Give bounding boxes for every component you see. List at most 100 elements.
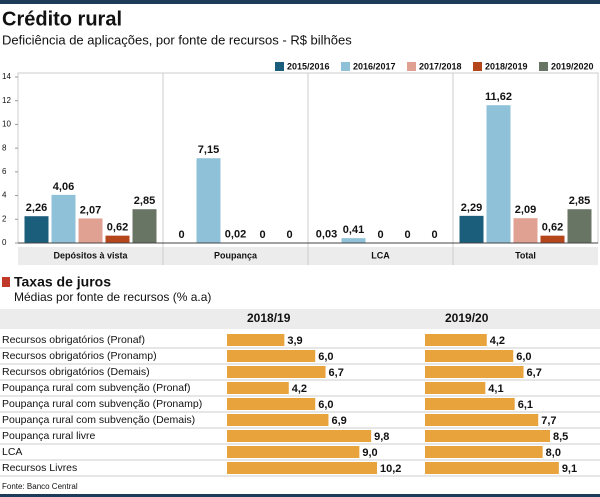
panel-header: 2019/20 [445,311,489,325]
value-label: 11,62 [485,91,512,103]
value-label: 0,41 [343,224,364,236]
value-label: 6,9 [331,415,346,427]
category-label: Recursos obrigatórios (Demais) [2,366,150,378]
y-tick-label: 0 [2,238,7,247]
panel-header: 2018/19 [247,311,291,325]
value-label: 0 [431,229,437,241]
bar [425,414,539,426]
bar [227,366,326,378]
bar [105,235,130,243]
category-label: Recursos obrigatórios (Pronaf) [2,334,145,346]
value-label: 0,62 [542,222,563,234]
value-label: 2,07 [80,204,101,216]
chart-title: Crédito rural [2,8,122,30]
value-label: 0 [404,229,410,241]
value-label: 0,03 [316,229,337,241]
value-label: 9,1 [562,463,577,475]
value-label: 10,2 [380,463,401,475]
value-label: 0 [286,229,292,241]
value-label: 2,09 [515,204,536,216]
y-tick-label: 8 [2,143,7,152]
value-label: 4,2 [292,383,307,395]
bar [196,158,221,243]
x-tick-label: Depósitos à vista [53,250,128,260]
x-tick-label: LCA [371,250,390,260]
value-label: 3,9 [287,335,302,347]
value-label: 6,0 [318,351,333,363]
legend-label: 2017/2018 [419,61,462,71]
value-label: 0 [178,229,184,241]
bar [24,216,49,243]
section-title: Taxas de juros [14,274,111,290]
value-label: 2,29 [461,202,482,214]
header-band [0,309,600,329]
bar [425,334,487,346]
bar [227,430,372,442]
legend-swatch [341,62,350,71]
bar [227,462,377,474]
category-label: Poupança rural com subvenção (Demais) [2,414,195,426]
bar [486,105,511,243]
x-tick-label: Total [515,250,536,260]
bar [78,218,103,243]
y-tick-label: 6 [2,167,7,176]
value-label: 4,06 [53,181,74,193]
section-marker [2,277,10,287]
value-label: 2,85 [134,195,155,207]
bar [425,446,543,458]
bar [459,215,484,243]
legend-label: 2015/2016 [287,61,330,71]
x-tick-label: Poupança [214,250,258,260]
value-label: 6,1 [518,399,533,411]
bar [425,350,514,362]
value-label: 6,0 [516,351,531,363]
bar [425,430,550,442]
value-label: 9,8 [374,431,389,443]
value-label: 2,85 [569,195,590,207]
value-label: 6,0 [318,399,333,411]
bar [540,235,565,243]
value-label: 6,7 [527,367,542,379]
top-rule [0,0,600,4]
value-label: 0 [259,229,265,241]
category-label: Poupança rural com subvenção (Pronaf) [2,382,191,394]
bar [513,218,538,243]
y-tick-label: 4 [2,191,7,200]
bar [227,334,285,346]
bar [227,398,316,410]
legend-swatch [275,62,284,71]
value-label: 6,7 [329,367,344,379]
bar [132,209,157,243]
section-subtitle: Médias por fonte de recursos (% a.a) [14,290,211,304]
category-label: Recursos obrigatórios (Pronamp) [2,350,157,362]
value-label: 0,02 [225,229,246,241]
source: Fonte: Banco Central [2,482,78,491]
value-label: 0,62 [107,222,128,234]
legend-label: 2019/2020 [551,61,594,71]
value-label: 7,15 [198,144,219,156]
value-label: 8,5 [553,431,568,443]
bar [425,398,515,410]
legend-swatch [407,62,416,71]
legend-label: 2016/2017 [353,61,396,71]
value-label: 8,0 [546,447,561,459]
value-label: 4,1 [488,383,503,395]
bar [425,382,486,394]
y-tick-label: 10 [2,120,11,129]
value-label: 7,7 [541,415,556,427]
bar [227,414,329,426]
y-tick-label: 12 [2,96,11,105]
value-label: 0 [377,229,383,241]
bar [425,462,559,474]
category-label: Recursos Livres [2,462,77,474]
bar [341,238,366,243]
bar [227,446,360,458]
legend-swatch [539,62,548,71]
value-label: 2,26 [26,202,47,214]
bar [567,209,592,243]
y-tick-label: 2 [2,214,7,223]
legend-swatch [473,62,482,71]
chart-subtitle: Deficiência de aplicações, por fonte de … [2,32,352,47]
value-label: 9,0 [362,447,377,459]
